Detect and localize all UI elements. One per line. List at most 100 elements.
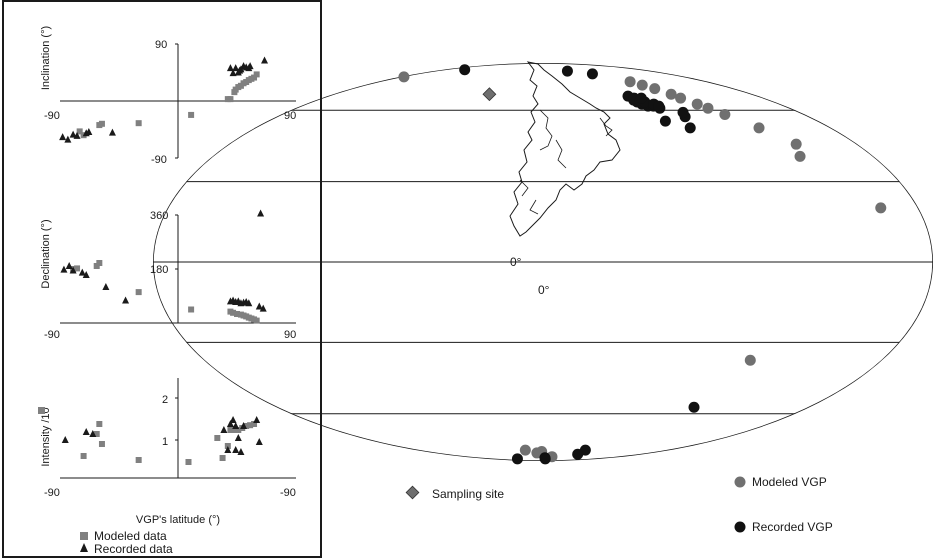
modeled-data-point [251, 421, 258, 427]
legend-modeled-label: Modeled data [94, 529, 167, 543]
modeled-data-point [227, 427, 234, 433]
modeled-data-point [98, 441, 105, 447]
recorded-data-point [102, 283, 110, 290]
recorded-vgp-point [572, 448, 584, 460]
recorded-vgp-point [586, 68, 598, 80]
recorded-data-point [229, 416, 237, 423]
modeled-vgp-point [665, 88, 677, 100]
recorded-vgp-point [635, 92, 647, 104]
recorded-vgp-point [653, 100, 665, 112]
modeled-data-point [188, 306, 195, 313]
recorded-data-point [108, 128, 116, 136]
recorded-data-point [89, 430, 97, 437]
modeled-data-point [214, 435, 221, 441]
recorded-data-point [65, 262, 73, 269]
inclination-y-axis-label: Inclination (°) [40, 26, 52, 90]
recorded-data-point [253, 416, 261, 423]
modeled-data-point [253, 317, 260, 324]
modeled-data-point [96, 260, 103, 266]
map-legend: Sampling site Modeled VGP Recorded VGP [405, 475, 833, 534]
recorded-data-point [245, 299, 253, 307]
recorded-data-point [261, 56, 269, 64]
recorded-vgp-point [688, 401, 700, 413]
inclination-y-tick-label: 90 [155, 39, 167, 51]
modeled-data-point [76, 128, 83, 135]
recorded-vgp-point [459, 64, 471, 76]
modeled-data-point [247, 422, 254, 429]
intensity-y-tick-label: 2 [162, 394, 168, 406]
inclination-x-tick-label: -90 [44, 110, 60, 122]
recorded-data-point [240, 422, 248, 429]
declination-x-tick-label: 90 [284, 329, 296, 341]
legend-recorded-marker [80, 543, 88, 552]
modeled-data-point [135, 120, 142, 127]
recorded-data-point [69, 130, 77, 138]
inclination-marks [59, 56, 269, 143]
recorded-data-point [64, 135, 72, 143]
recorded-data-point [122, 296, 130, 304]
recorded-data-point [82, 271, 90, 278]
recorded-data-point [78, 268, 86, 276]
recorded-data-point [234, 434, 242, 441]
left-panel-frame [2, 0, 322, 558]
recorded-data-point [232, 422, 240, 429]
greenland-coastline [509, 61, 621, 237]
modeled-vgp-point [691, 98, 703, 110]
modeled-data-point [253, 71, 260, 78]
modeled-data-point [96, 421, 103, 427]
declination-marks [60, 209, 267, 324]
map-equator-label: 0° [510, 255, 522, 269]
recorded-data-point [232, 64, 240, 72]
recorded-vgp-point [684, 122, 696, 134]
modeled-data-point [135, 457, 142, 463]
modeled-data-point [80, 453, 87, 459]
recorded-vgp-point [677, 106, 689, 118]
modeled-vgp-point [753, 122, 765, 134]
modeled-vgp-point [624, 76, 636, 88]
declination-y-axis-label: Declination (°) [40, 219, 52, 288]
declination-y-tick-label: 360 [150, 210, 168, 222]
recorded-data-point [229, 69, 237, 77]
modeled-data-point [135, 289, 142, 296]
vgp-map: 0° 0° [153, 61, 933, 465]
legend-sampling-marker [405, 485, 420, 500]
map-marks [398, 64, 887, 465]
recorded-data-point [226, 64, 234, 72]
inclination-x-tick-label: 90 [284, 110, 296, 122]
left-legend: Modeled data Recorded data [80, 529, 173, 556]
modeled-data-point [234, 311, 240, 317]
declination-panel: -90 90 360 180 Declination (°) [40, 209, 296, 341]
recorded-vgp-point [659, 115, 671, 127]
legend-recorded-vgp-label: Recorded VGP [752, 520, 833, 534]
modeled-data-point [235, 427, 242, 433]
modeled-data-point [74, 265, 81, 272]
recorded-data-point [232, 446, 240, 453]
modeled-vgp-point [675, 92, 687, 104]
intensity-label-square [38, 407, 45, 414]
recorded-data-point [82, 428, 90, 435]
modeled-data-point [188, 111, 195, 118]
modeled-data-point [230, 309, 237, 316]
modeled-data-point [243, 423, 250, 429]
recorded-data-point [220, 426, 228, 433]
modeled-data-point [93, 431, 100, 437]
sampling-site-point [482, 87, 497, 102]
recorded-data-point [255, 438, 263, 445]
modeled-vgp-point [519, 444, 531, 456]
modeled-vgp-point [794, 150, 806, 162]
modeled-vgp-point [790, 138, 802, 150]
recorded-data-point [85, 128, 93, 136]
recorded-vgp-point [539, 453, 551, 465]
recorded-data-point [226, 420, 234, 427]
modeled-vgp-point [744, 354, 756, 366]
modeled-vgp-point [636, 79, 648, 91]
recorded-vgp-point [561, 65, 573, 77]
legend-modeled-marker [80, 532, 88, 540]
x-axis-label: VGP's latitude (°) [136, 514, 220, 526]
modeled-vgp-point [398, 71, 410, 83]
recorded-data-point [255, 302, 263, 310]
modeled-vgp-point [649, 83, 661, 95]
recorded-vgp-point [511, 453, 523, 465]
intensity-x-tick-label: -90 [44, 487, 60, 499]
